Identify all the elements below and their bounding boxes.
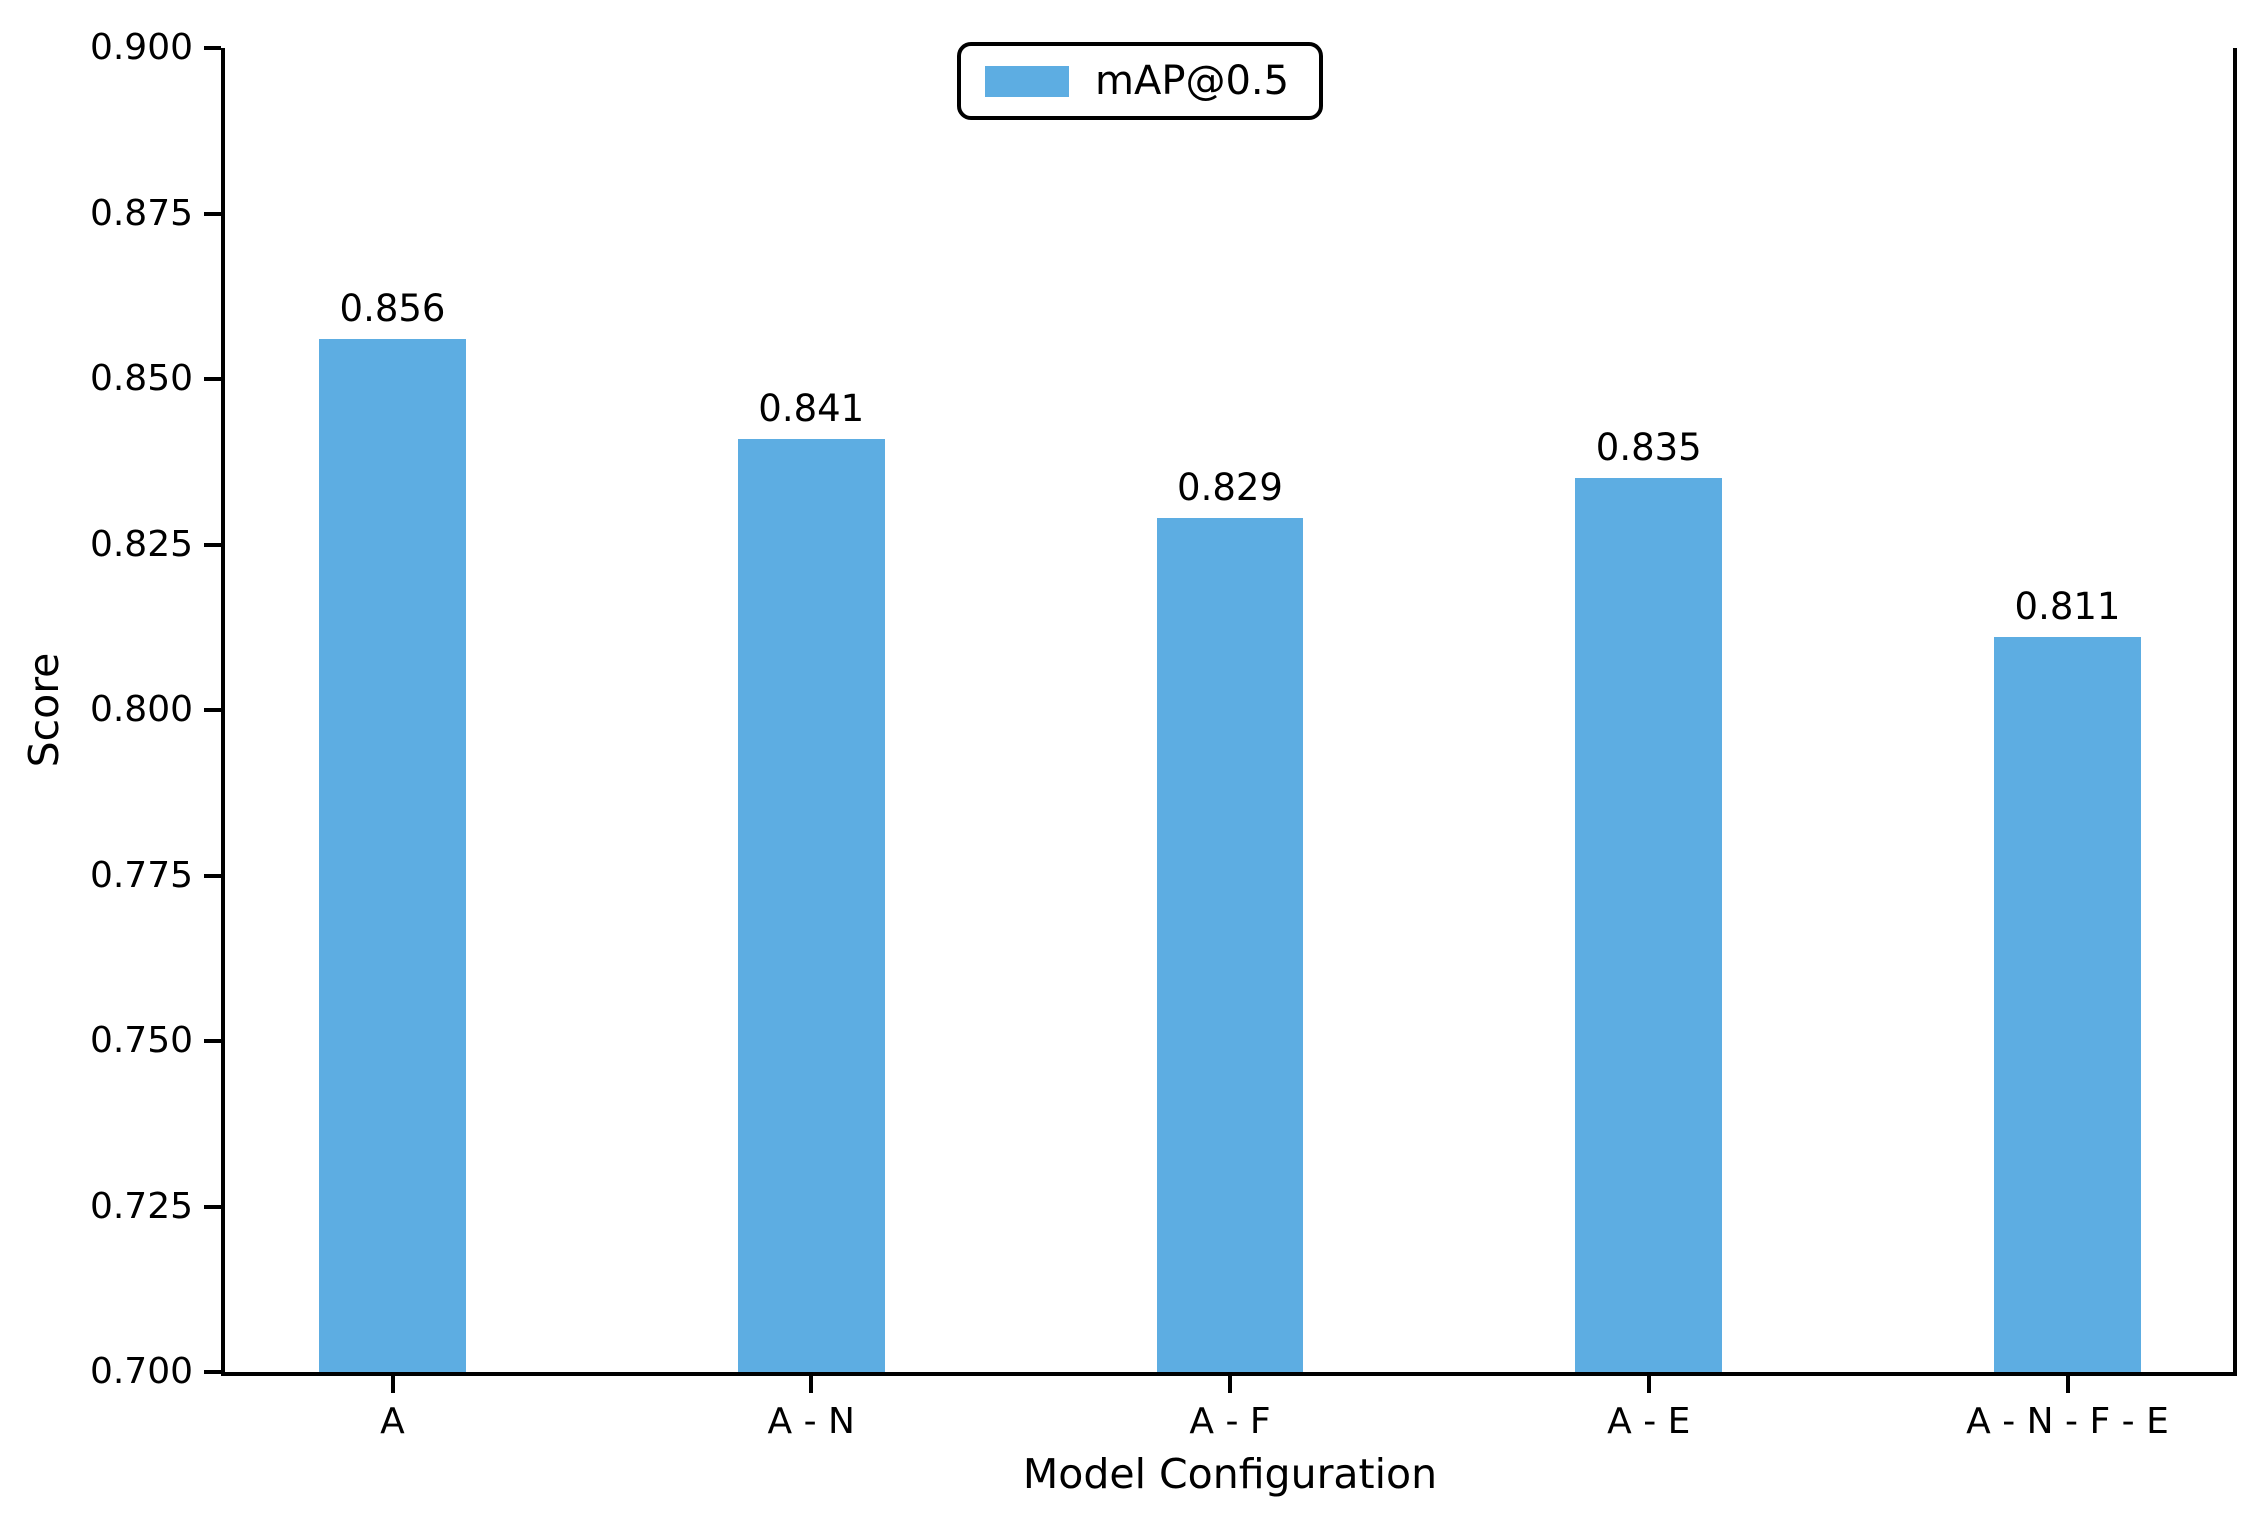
bar-A-E: [1575, 478, 1723, 1372]
bar-A: [319, 339, 466, 1372]
y-tick-label: 0.775: [89, 854, 193, 896]
x-tick: [1228, 1376, 1232, 1393]
x-tick: [2065, 1376, 2070, 1393]
bar-A-F: [1156, 518, 1304, 1372]
y-tick: [204, 377, 221, 381]
x-tick-label: A - N: [767, 1401, 855, 1442]
y-tick-label: 0.725: [89, 1185, 193, 1227]
legend-swatch: [985, 65, 1069, 97]
x-axis-spine: [221, 1372, 2237, 1376]
y-tick-label: 0.800: [89, 689, 193, 730]
y-tick: [204, 708, 221, 712]
bar-value-label: 0.811: [2014, 585, 2121, 629]
bar-A-N: [737, 438, 885, 1372]
x-tick: [390, 1376, 395, 1393]
y-axis-spine-left: [221, 48, 225, 1376]
y-tick: [204, 211, 221, 216]
bar-value-label: 0.835: [1595, 426, 1702, 470]
plot-area: 0.700 0.725 0.750 0.775 0.800 0.825 0.850 0.875…: [90, 30, 2237, 1440]
y-tick-label: 0.875: [89, 192, 193, 234]
x-tick-label: A - F: [1189, 1401, 1271, 1442]
bar-A-N-F-E: [1994, 637, 2141, 1372]
y-tick-label: 0.850: [89, 358, 193, 399]
x-tick-label: A: [380, 1401, 405, 1442]
y-tick: [204, 46, 221, 50]
x-tick: [1646, 1376, 1651, 1393]
bar-value-label: 0.829: [1177, 466, 1283, 510]
legend-label: mAP@0.5: [1095, 58, 1290, 104]
x-tick: [809, 1376, 814, 1393]
y-tick-label: 0.900: [89, 27, 193, 68]
x-tick-label: A - E: [1607, 1401, 1691, 1442]
y-tick: [204, 1370, 221, 1374]
y-tick-label: 0.825: [89, 523, 193, 565]
axis-spine-right: [2233, 48, 2237, 1376]
y-tick: [204, 542, 221, 547]
x-axis-label: Model Configuration: [1022, 1450, 1438, 1498]
y-tick: [204, 1039, 221, 1043]
bar-value-label: 0.856: [339, 287, 446, 331]
y-tick-label: 0.700: [89, 1351, 193, 1392]
y-tick-label: 0.750: [89, 1020, 193, 1061]
x-tick-label: A - N - F - E: [1966, 1401, 2169, 1442]
y-tick: [204, 1204, 221, 1209]
y-tick: [204, 873, 221, 878]
legend: mAP@0.5: [957, 42, 1324, 120]
bar-value-label: 0.841: [758, 386, 865, 430]
